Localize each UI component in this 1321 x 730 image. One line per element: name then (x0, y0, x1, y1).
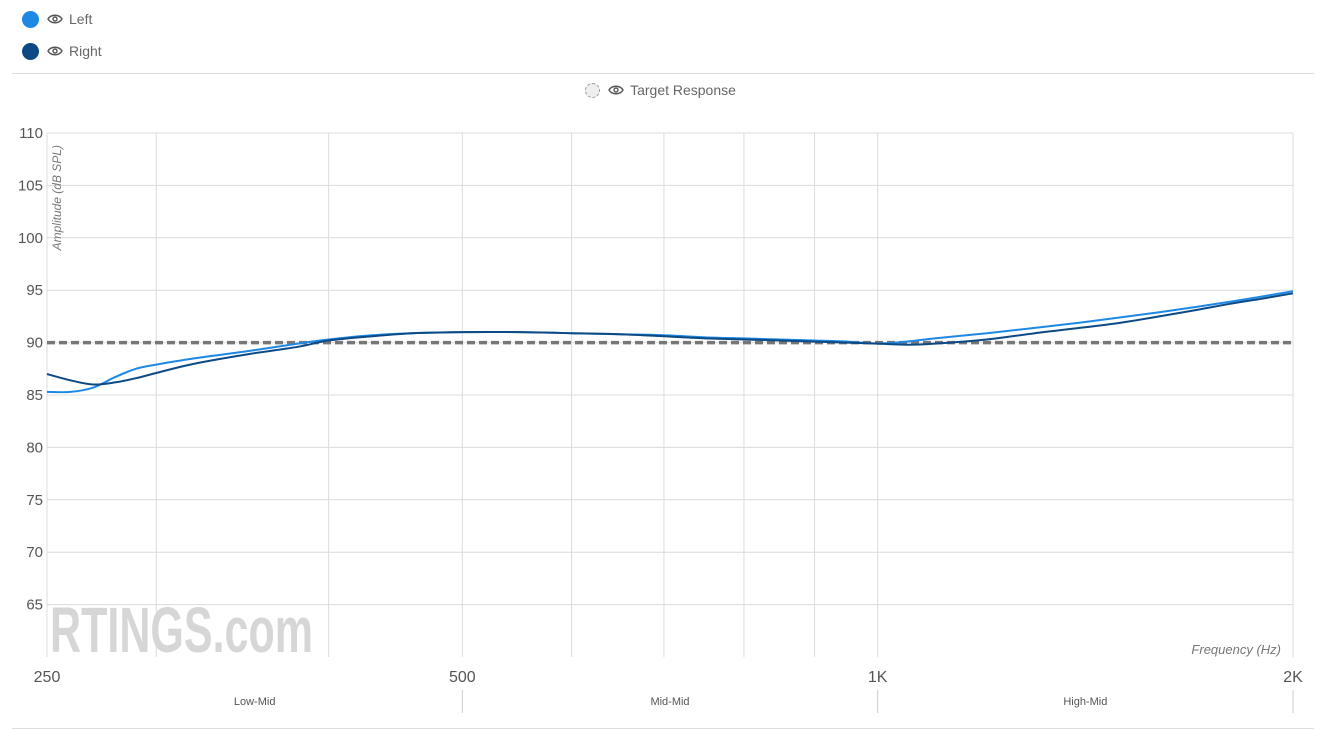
legend-item-left[interactable]: Left (22, 9, 92, 29)
left-series-swatch (22, 10, 39, 28)
band-label: Low-Mid (234, 696, 276, 708)
eye-icon[interactable] (47, 45, 63, 57)
y-tick-label: 100 (18, 230, 43, 247)
legend-divider (12, 73, 1314, 74)
y-tick-label: 70 (26, 544, 43, 561)
y-tick-label: 95 (26, 282, 43, 299)
target-response-swatch (585, 82, 601, 98)
legend-label-left: Left (69, 11, 93, 27)
eye-icon[interactable] (608, 84, 624, 96)
legend-item-target-response[interactable]: Target Response (0, 80, 1321, 100)
y-tick-label: 110 (19, 125, 43, 142)
legend-label-target-response: Target Response (630, 82, 736, 98)
legend-item-right[interactable]: Right (22, 41, 102, 61)
band-label: High-Mid (1063, 696, 1107, 708)
y-tick-label: 90 (26, 335, 43, 352)
y-tick-label: 65 (26, 597, 43, 614)
left-series-line (46, 290, 1294, 394)
right-series-swatch (22, 42, 39, 60)
band-label: Mid-Mid (650, 696, 689, 708)
x-tick-label: 500 (449, 669, 476, 686)
y-tick-label: 85 (26, 387, 43, 404)
right-series-line (46, 292, 1294, 386)
y-tick-label: 105 (18, 177, 43, 194)
eye-icon[interactable] (47, 13, 63, 25)
x-axis-label: Frequency (Hz) (1191, 642, 1281, 657)
legend-label-right: Right (69, 43, 102, 59)
y-tick-label: 75 (26, 492, 43, 509)
x-tick-label: 1K (868, 669, 888, 686)
bottom-divider (12, 728, 1314, 729)
x-tick-label: 250 (34, 669, 61, 686)
y-tick-label: 80 (26, 439, 43, 456)
y-axis-label: Amplitude (dB SPL) (50, 145, 64, 251)
rtings-watermark: RTINGS.com (50, 594, 313, 666)
x-tick-label: 2K (1283, 669, 1303, 686)
